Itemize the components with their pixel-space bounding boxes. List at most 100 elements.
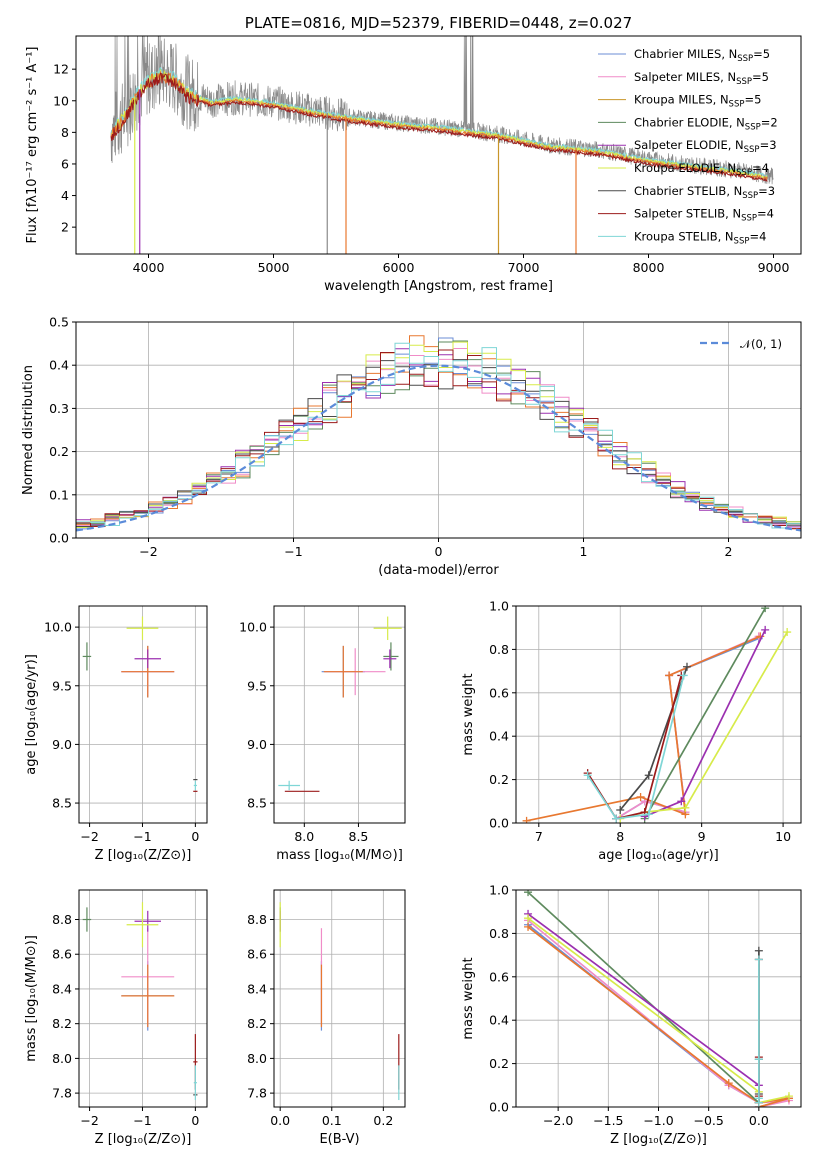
legend-sub: SSP <box>736 77 752 87</box>
x-tick-label: −1 <box>284 544 302 559</box>
y-tick-label: 7.8 <box>52 1086 72 1101</box>
mass_weight_vs_Z-axes: −2.0 −1.5 −1.0 −0.5 0.0 0.0 0.2 0.4 0.6 0.8 1.0 Z [… <box>461 883 802 1147</box>
x-tick-label: 4000 <box>133 260 165 275</box>
y-axis-label: age [log₁₀(age/yr)] <box>24 654 39 775</box>
x-axis-label: mass [log₁₀(M/M⊙)] <box>276 848 403 863</box>
legend-value: =5 <box>752 70 769 84</box>
weight-marker <box>754 1055 763 1064</box>
weight-marker <box>616 805 625 814</box>
x-tick-label: −2 <box>80 1113 98 1128</box>
x-tick-label: 5000 <box>258 260 290 275</box>
weight-marker <box>683 662 691 671</box>
y-axis-label: Normed distribution <box>21 365 36 495</box>
weight-marker <box>754 955 763 964</box>
spectrum-plot-area <box>110 36 774 254</box>
y-tick-label: 8.6 <box>247 947 267 962</box>
x-tick-label: 7 <box>535 829 543 844</box>
legend-value: =2 <box>761 115 778 129</box>
x-axis-label: wavelength [Angstrom, rest frame] <box>324 279 553 294</box>
mass_vs_Z-plot-area <box>82 902 198 1101</box>
y-tick-label: 0.3 <box>49 401 69 416</box>
x-tick-label: 0 <box>435 544 443 559</box>
legend-value: =5 <box>753 47 770 61</box>
mass_weight_vs_Z-frame <box>515 889 802 1108</box>
legend-sub: SSP <box>741 214 757 224</box>
weight-line <box>527 891 760 1104</box>
legend-label: Chabrier ELODIE, N <box>634 115 745 129</box>
residuals-plot-area <box>76 335 801 532</box>
weight-marker <box>754 946 763 955</box>
legend-value: =3 <box>758 184 775 198</box>
x-tick-label: 8 <box>616 829 624 844</box>
legend-entry: Chabrier ELODIE, NSSP=2 <box>634 115 778 132</box>
y-tick-label: 0.4 <box>489 1013 509 1028</box>
y-tick-label: 0.0 <box>489 1100 509 1115</box>
age_vs_mass-axes: 8.0 8.5 8.5 9.0 9.5 10.0 mass [log₁₀(M/M⊙)] <box>239 605 406 863</box>
legend-label: Salpeter STELIB, N <box>634 207 741 221</box>
x-tick-label: 9000 <box>758 260 790 275</box>
y-tick-label: 8.5 <box>52 796 72 811</box>
legend-entry: Salpeter STELIB, NSSP=4 <box>634 207 774 224</box>
mass_vs_EBV-plot-area <box>279 902 400 1101</box>
spectrum-frame <box>75 35 802 255</box>
y-tick-label: 8 <box>61 125 69 140</box>
legend-sub: SSP <box>737 54 753 64</box>
x-tick-label: 8.0 <box>294 829 314 844</box>
mass_weight_vs_Z-panel: −2.0 −1.5 −1.0 −0.5 0.0 0.0 0.2 0.4 0.6 0.8 1.0 Z [… <box>461 883 802 1147</box>
legend-sub: SSP <box>745 122 761 132</box>
weight-line <box>526 635 761 822</box>
x-tick-label: −1 <box>133 829 151 844</box>
mass_vs_EBV-axes: 0.0 0.1 0.2 7.8 8.0 8.2 8.4 8.6 8.8 E(B-V) <box>247 889 406 1147</box>
model-point <box>383 649 397 669</box>
y-tick-label: 0.1 <box>49 487 69 502</box>
x-tick-label: −2.0 <box>543 1113 573 1128</box>
residuals-frame <box>75 321 802 539</box>
age_vs_Z-frame <box>78 605 208 824</box>
legend-entry: Kroupa MILES, NSSP=5 <box>634 93 761 110</box>
y-tick-label: 0.2 <box>489 1056 509 1071</box>
model-point <box>373 616 402 641</box>
model-point <box>82 907 92 932</box>
model-point <box>383 642 399 671</box>
weight-marker <box>644 771 653 780</box>
x-tick-label: 0 <box>191 829 199 844</box>
age_vs_Z-axes: −2 −1 0 8.5 9.0 9.5 10.0 Z [log₁₀(Z/Z⊙)] age [lo… <box>24 605 208 863</box>
legend-label: Salpeter ELODIE, N <box>634 138 744 152</box>
legend-entry: Chabrier STELIB, NSSP=3 <box>634 184 775 201</box>
model-point <box>126 616 159 641</box>
age_vs_Z-panel: −2 −1 0 8.5 9.0 9.5 10.0 Z [log₁₀(Z/Z⊙)] age [lo… <box>24 605 208 863</box>
legend-sub: SSP <box>736 168 752 178</box>
y-axis-label: mass [log₁₀(M/M⊙)] <box>24 935 39 1062</box>
legend-entry: Kroupa STELIB, NSSP=4 <box>634 229 766 246</box>
age_vs_mass-panel: 8.0 8.5 8.5 9.0 9.5 10.0 mass [log₁₀(M/M⊙)] <box>239 605 406 863</box>
mass_vs_EBV-grid <box>274 890 405 1107</box>
x-tick-label: −2 <box>139 544 157 559</box>
age_vs_Z-plot-area <box>82 616 198 792</box>
x-axis-label: Z [log₁₀(Z/Z⊙)] <box>95 848 192 863</box>
y-tick-label: 0.8 <box>489 642 509 657</box>
legend-label: Chabrier MILES, N <box>634 47 737 61</box>
mass_weight_vs_age-axes: 7 8 9 10 0.0 0.2 0.4 0.6 0.8 1.0 age [log₁₀(age/yr… <box>461 599 802 863</box>
x-tick-label: 9 <box>698 829 706 844</box>
x-tick-label: 0.0 <box>749 1113 769 1128</box>
model-point <box>134 910 161 932</box>
y-tick-label: 9.5 <box>52 678 72 693</box>
mass_vs_Z-axes: −2 −1 0 7.8 8.0 8.2 8.4 8.6 8.8 Z [log₁₀(Z/Z⊙)] ma… <box>24 889 208 1147</box>
y-axis-label: Flux [fλ10⁻¹⁷ erg cm⁻² s⁻¹ A⁻¹] <box>25 47 40 244</box>
model-point <box>134 649 161 669</box>
mass_vs_Z-panel: −2 −1 0 7.8 8.0 8.2 8.4 8.6 8.8 Z [log₁₀(Z/Z⊙)] ma… <box>24 889 208 1147</box>
y-tick-label: 12 <box>53 62 69 77</box>
model-point <box>82 642 92 671</box>
mass_vs_EBV-frame <box>273 889 406 1108</box>
legend-value: =5 <box>744 93 761 107</box>
spectrum-panel: 4000 5000 6000 7000 8000 9000 2 4 6 8 10 12 waveleng… <box>25 14 802 294</box>
age_vs_mass-plot-area <box>278 616 402 792</box>
y-tick-label: 9.5 <box>247 678 267 693</box>
model-spectrum <box>110 69 768 179</box>
y-tick-label: 10 <box>53 93 69 108</box>
y-tick-label: 8.8 <box>52 912 72 927</box>
y-axis-label: mass weight <box>461 957 476 1039</box>
y-tick-label: 9.0 <box>52 737 72 752</box>
model-spectrum <box>110 72 768 182</box>
